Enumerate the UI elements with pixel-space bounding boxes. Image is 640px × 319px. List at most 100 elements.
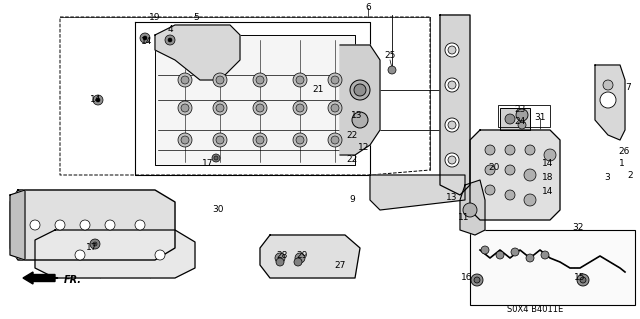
Circle shape bbox=[256, 136, 264, 144]
Text: 26: 26 bbox=[618, 147, 630, 157]
Circle shape bbox=[350, 80, 370, 100]
Circle shape bbox=[603, 80, 613, 90]
Text: 12: 12 bbox=[358, 144, 370, 152]
Circle shape bbox=[328, 133, 342, 147]
Circle shape bbox=[135, 220, 145, 230]
Text: 32: 32 bbox=[572, 224, 584, 233]
Circle shape bbox=[214, 156, 218, 160]
Circle shape bbox=[463, 203, 477, 217]
Circle shape bbox=[296, 76, 304, 84]
Circle shape bbox=[505, 114, 515, 124]
Bar bbox=[498, 105, 550, 127]
Text: 13: 13 bbox=[446, 194, 458, 203]
Circle shape bbox=[296, 104, 304, 112]
Circle shape bbox=[96, 98, 100, 102]
Circle shape bbox=[541, 251, 549, 259]
Circle shape bbox=[448, 156, 456, 164]
Text: 19: 19 bbox=[149, 13, 161, 23]
Text: 13: 13 bbox=[351, 110, 363, 120]
Text: 29: 29 bbox=[296, 250, 308, 259]
Circle shape bbox=[485, 145, 495, 155]
Text: 24: 24 bbox=[515, 117, 525, 127]
Polygon shape bbox=[370, 175, 465, 210]
Text: 18: 18 bbox=[542, 174, 554, 182]
Circle shape bbox=[526, 254, 534, 262]
Text: 14: 14 bbox=[542, 188, 554, 197]
Text: S0X4 B4011E: S0X4 B4011E bbox=[507, 306, 563, 315]
Polygon shape bbox=[470, 130, 560, 220]
Text: 1: 1 bbox=[619, 159, 625, 167]
Circle shape bbox=[181, 76, 189, 84]
Text: 21: 21 bbox=[312, 85, 324, 94]
Circle shape bbox=[448, 121, 456, 129]
Circle shape bbox=[511, 248, 519, 256]
Bar bbox=[500, 108, 530, 130]
Circle shape bbox=[213, 133, 227, 147]
Polygon shape bbox=[340, 45, 380, 155]
Circle shape bbox=[474, 277, 480, 283]
Circle shape bbox=[168, 38, 172, 42]
Circle shape bbox=[328, 101, 342, 115]
Circle shape bbox=[471, 274, 483, 286]
Circle shape bbox=[445, 43, 459, 57]
Text: 11: 11 bbox=[458, 213, 470, 222]
Circle shape bbox=[295, 253, 305, 263]
Circle shape bbox=[216, 104, 224, 112]
Text: 9: 9 bbox=[349, 196, 355, 204]
Polygon shape bbox=[10, 190, 25, 260]
Circle shape bbox=[485, 185, 495, 195]
Text: 14: 14 bbox=[90, 95, 102, 105]
Circle shape bbox=[253, 133, 267, 147]
Circle shape bbox=[445, 153, 459, 167]
Circle shape bbox=[293, 73, 307, 87]
Circle shape bbox=[55, 220, 65, 230]
Polygon shape bbox=[595, 65, 625, 140]
Text: 7: 7 bbox=[625, 84, 631, 93]
Text: 17: 17 bbox=[86, 243, 98, 253]
Text: 22: 22 bbox=[346, 155, 358, 165]
Text: 17: 17 bbox=[202, 159, 214, 167]
FancyArrow shape bbox=[23, 272, 55, 284]
Circle shape bbox=[178, 101, 192, 115]
Polygon shape bbox=[35, 230, 195, 278]
Circle shape bbox=[448, 46, 456, 54]
Circle shape bbox=[580, 277, 586, 283]
Polygon shape bbox=[10, 190, 175, 260]
Circle shape bbox=[445, 118, 459, 132]
Circle shape bbox=[516, 109, 528, 121]
Circle shape bbox=[140, 33, 150, 43]
Circle shape bbox=[294, 258, 302, 266]
Text: 14: 14 bbox=[542, 159, 554, 167]
Circle shape bbox=[524, 169, 536, 181]
Circle shape bbox=[275, 253, 285, 263]
Circle shape bbox=[93, 242, 97, 246]
Circle shape bbox=[256, 76, 264, 84]
Circle shape bbox=[80, 220, 90, 230]
Text: 20: 20 bbox=[488, 164, 500, 173]
Circle shape bbox=[331, 136, 339, 144]
Text: 4: 4 bbox=[167, 26, 173, 34]
Circle shape bbox=[178, 73, 192, 87]
Circle shape bbox=[293, 101, 307, 115]
Polygon shape bbox=[260, 235, 360, 278]
Text: 22: 22 bbox=[346, 130, 358, 139]
Circle shape bbox=[505, 145, 515, 155]
Circle shape bbox=[481, 246, 489, 254]
Circle shape bbox=[181, 136, 189, 144]
Circle shape bbox=[256, 104, 264, 112]
Circle shape bbox=[331, 104, 339, 112]
Circle shape bbox=[90, 239, 100, 249]
Text: 27: 27 bbox=[334, 261, 346, 270]
Text: 14: 14 bbox=[141, 38, 153, 47]
Bar bbox=[470, 230, 635, 305]
Circle shape bbox=[253, 73, 267, 87]
Polygon shape bbox=[440, 15, 470, 195]
Circle shape bbox=[216, 136, 224, 144]
Circle shape bbox=[93, 95, 103, 105]
Circle shape bbox=[448, 81, 456, 89]
Text: FR.: FR. bbox=[64, 275, 82, 285]
Circle shape bbox=[505, 190, 515, 200]
Circle shape bbox=[544, 149, 556, 161]
Circle shape bbox=[600, 92, 616, 108]
Circle shape bbox=[331, 76, 339, 84]
